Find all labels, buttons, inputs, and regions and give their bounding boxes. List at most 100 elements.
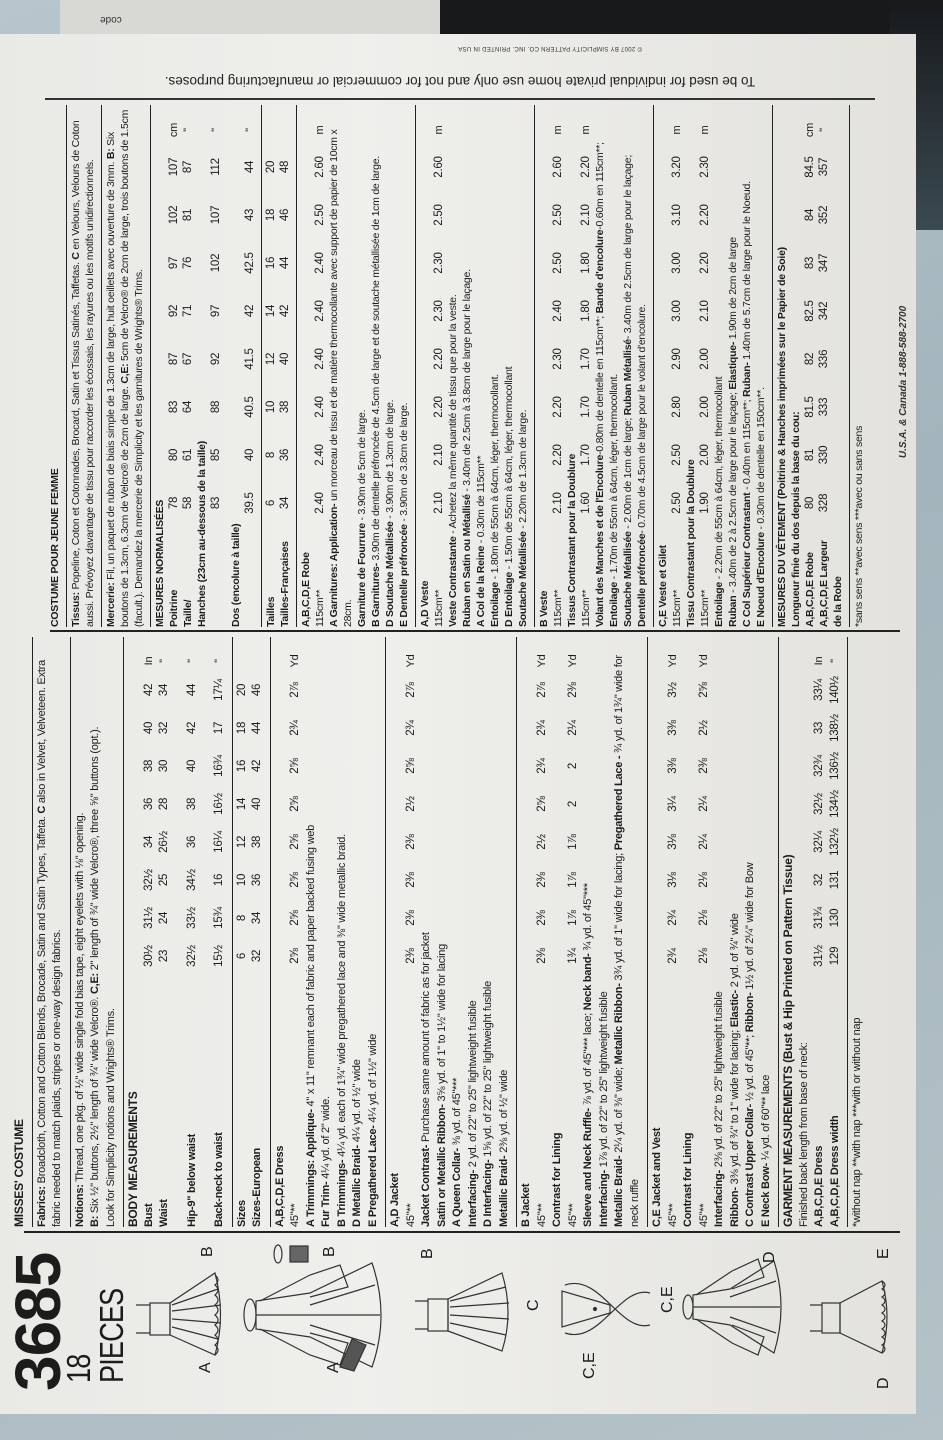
value-cell: 102 — [210, 253, 222, 273]
bold-term: A Trimmings: Applique- — [304, 1109, 317, 1227]
column-divider — [50, 630, 900, 632]
row-label: C,E Jacket and Vest — [651, 1127, 663, 1227]
bold-term: Satin or Metallic Ribbon- — [435, 1104, 448, 1227]
value-cell: 3.20 — [671, 156, 683, 178]
text-line: E Neck Bow- ¼ yd. of 60"** lace — [759, 637, 775, 1227]
text-line: Ruban - 3.40m de 2 à 2.5cm de large pour… — [726, 105, 740, 627]
value-cell: 44 — [185, 683, 198, 697]
value-cell: 2.40 — [314, 492, 326, 514]
value-cell: 38 — [142, 759, 155, 773]
value-cell: 40 — [279, 352, 291, 366]
section: BODY MEASUREMENTS Bust 30½ 31½ 32½ 34 36 38 40 42… — [124, 637, 233, 1227]
row-values: 115cm** 1.60 1.70 1.70 1.70 1.80 1.80 2.10 2.20 m — [579, 105, 593, 627]
bold-term: C — [70, 252, 82, 260]
measurement-row: Tailles 6 8 10 12 14 16 18 20 — [264, 105, 278, 627]
text-line: Sleeve and Neck Ruffle- ⅞ yd. of 45"*** … — [581, 637, 597, 1227]
row-label: A,D Jacket — [389, 1173, 401, 1227]
value-cell: 78 — [168, 496, 180, 510]
bold-term: Ribbon- — [744, 992, 756, 1033]
value-cell: 333 — [818, 397, 830, 417]
text-line: A Garnitures: Application- un morceau de… — [327, 105, 355, 627]
bold-term: Interfacing- — [466, 1170, 479, 1227]
value-cell: 352 — [818, 205, 830, 225]
value-cell: 38 — [279, 400, 291, 414]
value-cell: 2.90 — [671, 348, 683, 370]
value-cell: 41.5 — [244, 348, 256, 370]
text-line: Entoilage - 2.20m de 55cm à 64cm, léger,… — [712, 105, 726, 627]
value-cell: 3.00 — [671, 252, 683, 274]
text-run: 2" length of ¾" wide Velcro®, three ⅝" b… — [89, 726, 101, 974]
value-cell: 2.20 — [433, 396, 445, 418]
text-run: 2 yd. of 22" to 25" lightweight fusible — [466, 1000, 479, 1171]
value-cell: 2.30 — [433, 300, 445, 322]
text-line: Fabrics: Broadcloth, Cotton and Cotton B… — [35, 637, 66, 1227]
value-cell: 6 — [265, 499, 277, 507]
value-cell: 336 — [818, 349, 830, 369]
bold-term: B: — [105, 148, 117, 160]
unit-label: " — [244, 128, 256, 132]
text-run: ¼ yd. of 60"** lace — [759, 1074, 772, 1164]
dress-sketch-e — [810, 1280, 888, 1354]
value-cell: 40.5 — [244, 396, 256, 418]
bold-term: Volant des Manches et de l'Encolure — [594, 454, 606, 627]
value-cell: 12 — [235, 835, 248, 849]
value-cell: 1.90 — [699, 492, 711, 514]
text-run: 1½ yd. of 2¼" wide for Bow — [744, 862, 756, 993]
value-cell: 2¼ — [697, 834, 710, 850]
text-line: C Contrast Upper Collar- ½ yd. of 45"**;… — [743, 637, 759, 1227]
text-line: Metallic Braid- 2¼ yd. of ⅜" wide; Metal… — [612, 637, 643, 1227]
bold-term: Elastique- — [727, 341, 739, 390]
value-cell: 357 — [818, 157, 830, 177]
unit-label: " — [182, 128, 194, 132]
text-line: *sans sens **avec sens ***avec ou sans s… — [852, 105, 866, 627]
bold-term: Veste Contrastante — [447, 536, 459, 627]
value-cell: 2¼ — [566, 720, 579, 736]
value-cell: 2.50 — [433, 204, 445, 226]
text-line: A Queen Collar- ⅜ yd. of 45"*** — [450, 637, 466, 1227]
text-line: Soutache Métallisée - 2.00m de 1cm de la… — [621, 105, 635, 627]
value-cell: 83 — [210, 496, 222, 510]
value-cell: 2⅛ — [697, 910, 710, 926]
text-run: - 2.20m de 1.3cm de large. — [517, 409, 529, 532]
row-values: Tailles 6 8 10 12 14 16 18 20 — [264, 105, 278, 627]
value-cell: 20 — [235, 683, 248, 697]
value-cell: 2⅜ — [535, 910, 548, 926]
row-values: Tailles-Françaises 34 36 38 40 42 44 46 48 — [278, 105, 292, 627]
value-cell: 18 — [265, 208, 277, 222]
value-cell: 2⅛ — [697, 948, 710, 964]
bold-term: Garniture de Fourrure — [356, 523, 368, 627]
view-sketches — [136, 1244, 888, 1372]
value-cell: 2⅝ — [289, 948, 301, 964]
section: *without nap **with nap ***with or witho… — [848, 637, 870, 1227]
value-cell: 16 — [265, 256, 277, 270]
value-cell: 2.40 — [552, 300, 564, 322]
value-cell: 34 — [158, 683, 170, 697]
text-run: - 0.70m de 4.5cm de large pour le volant… — [636, 304, 648, 534]
row-values: 45"** 2⅛ 2⅛ 2⅛ 2¼ 2¼ 2⅜ 2½ 2⅝ Yd — [697, 637, 713, 1227]
text-line: Look for Simplicity notions and Wrights®… — [104, 637, 120, 1227]
row-sublabel: 45"** — [666, 1203, 679, 1227]
bold-term: Pregathered Lace - — [613, 755, 625, 851]
value-cell: 1.70 — [580, 396, 592, 418]
value-cell: 2.10 — [580, 204, 592, 226]
text-line: *without nap **with nap ***with or witho… — [850, 637, 866, 1227]
unit-label: In — [813, 656, 825, 666]
bold-term: Metallic Ribbon- — [613, 983, 625, 1065]
value-cell: 81 — [804, 448, 816, 462]
vest-sketch-c — [561, 1282, 651, 1336]
bold-term: B: — [89, 1215, 101, 1227]
bold-term: C Contrast Upper Collar- — [744, 1104, 756, 1227]
section-heading: COSTUME POUR JEUNE FEMME — [49, 468, 61, 627]
section: C,E Veste et Gilet 115cm** 2.50 2.50 2.80 2.9… — [654, 105, 773, 627]
value-cell: 17 — [213, 721, 225, 735]
row-label: Contrast for Lining — [551, 1132, 563, 1227]
text-run: - 3.90m de 5cm de large. — [356, 409, 368, 524]
text-run: 2¼ yd. of ⅜" wide; — [613, 1064, 625, 1156]
value-cell: 2⅝ — [289, 796, 301, 812]
unit-label: m — [314, 125, 326, 135]
value-cell: 2.00 — [699, 444, 711, 466]
measurement-row: A,B,C,D,E Robe 80 81 81.5 82 82.5 83 84 84.5 cm — [803, 105, 817, 627]
value-cell: 12 — [265, 352, 277, 366]
text-line: C Col Supérieur Contrastant - 0.40m en 1… — [740, 105, 754, 627]
view-label: E — [875, 1248, 892, 1259]
